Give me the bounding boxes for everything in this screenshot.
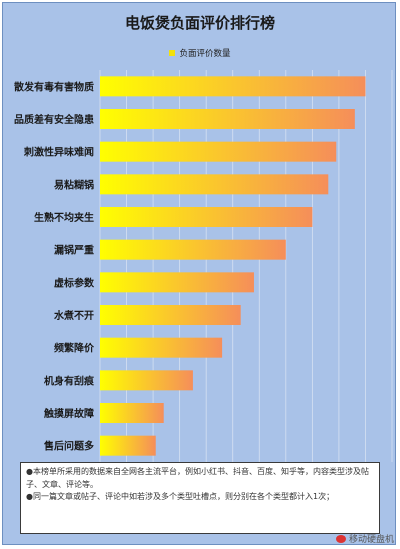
category-label: 品质差有安全隐患	[14, 113, 94, 126]
bar	[100, 109, 355, 129]
bar	[100, 370, 193, 391]
watermark: 移动硬盘机	[335, 532, 394, 545]
footnote-line-1: ●本榜单所采用的数据来自全网各主流平台，例如小红书、抖音、百度、知乎等，内容类型…	[26, 467, 369, 489]
category-label: 散发有毒有害物质	[14, 80, 94, 93]
category-label: 漏锅严重	[54, 244, 94, 257]
bars	[100, 76, 366, 456]
bar	[100, 337, 223, 358]
category-label: 频繁降价	[54, 342, 95, 355]
legend-label: 负面评价数量	[179, 49, 231, 59]
footnote: ●本榜单所采用的数据来自全网各主流平台，例如小红书、抖音、百度、知乎等，内容类型…	[20, 462, 380, 534]
footnote-line-2: ●同一篇文章或帖子、评论中如若涉及多个类型吐槽点，则分别在各个类型都计入1次；	[26, 492, 335, 501]
category-label: 虚标参数	[54, 276, 95, 289]
grid	[99, 70, 393, 462]
category-label: 刺激性异味难闻	[23, 146, 94, 159]
category-label: 水煮不开	[53, 309, 94, 322]
bar	[100, 403, 164, 423]
bar	[100, 76, 366, 97]
bar	[100, 239, 286, 260]
legend-swatch	[169, 50, 176, 56]
bar	[100, 272, 254, 293]
bar	[100, 305, 241, 325]
category-labels: 散发有毒有害物质品质差有安全隐患刺激性异味难闻易粘糊锅生熟不均夹生漏锅严重虚标参…	[14, 80, 95, 452]
bar	[100, 174, 329, 195]
bar	[100, 141, 337, 162]
chart-title: 电饭煲负面评价排行榜	[124, 14, 275, 32]
legend: 负面评价数量	[0, 47, 400, 59]
category-label: 机身有刮痕	[44, 374, 95, 387]
category-label: 生熟不均夹生	[34, 211, 94, 224]
weibo-icon	[335, 534, 346, 543]
category-label: 易粘糊锅	[54, 178, 94, 191]
category-label: 触摸屏故障	[43, 407, 94, 420]
bar	[100, 207, 313, 227]
bar	[100, 435, 156, 456]
watermark-text: 移动硬盘机	[348, 535, 394, 545]
category-label: 售后问题多	[44, 440, 94, 453]
